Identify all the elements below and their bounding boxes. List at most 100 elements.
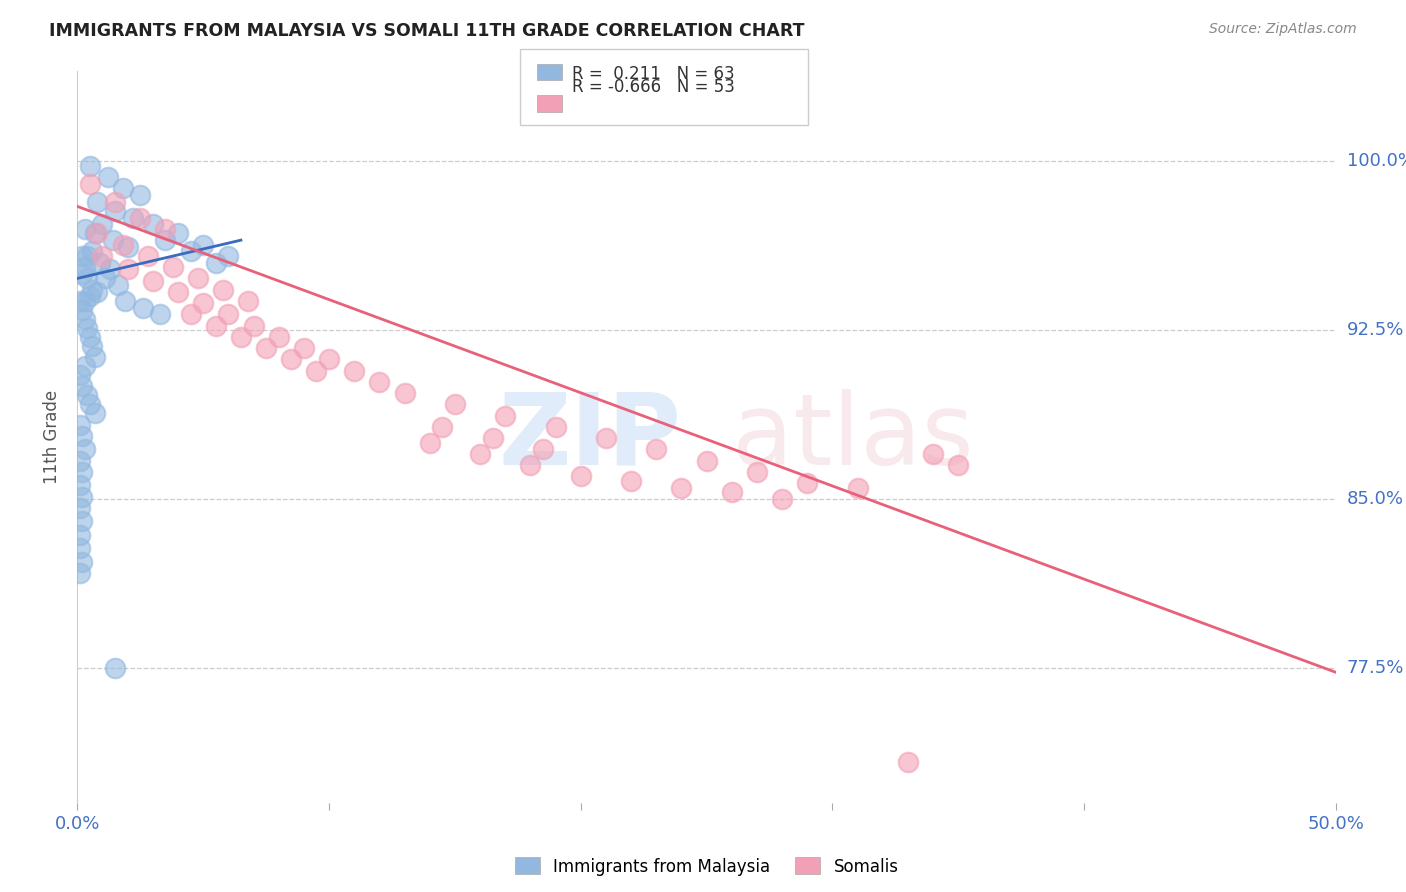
Point — [76, 388, 98, 402]
Point — [770, 491, 793, 506]
Point — [89, 255, 111, 269]
Point — [292, 341, 315, 355]
Text: R =  0.211   N = 63: R = 0.211 N = 63 — [572, 65, 735, 83]
Point — [745, 465, 768, 479]
Point — [69, 500, 91, 515]
Point — [69, 566, 91, 581]
Point — [645, 442, 668, 457]
Point — [796, 476, 818, 491]
Point — [72, 515, 94, 529]
Point — [69, 478, 91, 492]
Text: R = -0.666   N = 53: R = -0.666 N = 53 — [572, 78, 735, 96]
Point — [136, 249, 159, 263]
Point — [444, 397, 467, 411]
Point — [149, 307, 172, 321]
Point — [79, 159, 101, 173]
Point — [79, 330, 101, 344]
Point — [531, 442, 554, 457]
Point — [73, 260, 96, 275]
Point — [468, 447, 491, 461]
Point — [79, 289, 101, 303]
Point — [86, 285, 108, 299]
Point — [671, 481, 693, 495]
Point — [111, 237, 134, 252]
Point — [72, 267, 94, 281]
Point — [98, 262, 121, 277]
Point — [84, 407, 107, 421]
Point — [86, 194, 108, 209]
Point — [238, 293, 260, 308]
Point — [595, 431, 617, 445]
Point — [494, 409, 516, 423]
Point — [368, 375, 391, 389]
Text: 92.5%: 92.5% — [1347, 321, 1405, 339]
Point — [72, 465, 94, 479]
Point — [922, 447, 945, 461]
Text: 77.5%: 77.5% — [1347, 659, 1405, 677]
Point — [129, 188, 152, 202]
Point — [254, 341, 277, 355]
Point — [72, 379, 94, 393]
Point — [544, 420, 567, 434]
Legend: Immigrants from Malaysia, Somalis: Immigrants from Malaysia, Somalis — [508, 851, 905, 882]
Point — [72, 302, 94, 317]
Point — [280, 352, 302, 367]
Point — [212, 283, 235, 297]
Point — [696, 453, 718, 467]
Point — [104, 661, 127, 675]
Point — [242, 318, 264, 333]
Point — [73, 293, 96, 308]
Point — [129, 211, 152, 225]
Point — [419, 435, 441, 450]
Point — [305, 364, 328, 378]
Point — [91, 249, 114, 263]
Point — [94, 271, 117, 285]
Point — [96, 170, 118, 185]
Text: ZIP: ZIP — [499, 389, 682, 485]
Point — [84, 350, 107, 364]
Point — [111, 181, 134, 195]
Point — [79, 177, 101, 191]
Point — [180, 244, 202, 259]
Point — [432, 420, 454, 434]
Point — [318, 352, 340, 367]
Point — [117, 240, 139, 254]
Point — [73, 359, 96, 374]
Point — [69, 528, 91, 542]
Point — [73, 442, 96, 457]
Point — [84, 227, 107, 241]
Point — [76, 271, 98, 285]
Point — [114, 293, 136, 308]
Text: Source: ZipAtlas.com: Source: ZipAtlas.com — [1209, 22, 1357, 37]
Point — [69, 368, 91, 383]
Point — [76, 321, 98, 335]
Point — [69, 293, 91, 308]
Point — [846, 481, 869, 495]
Point — [121, 211, 143, 225]
Point — [82, 244, 104, 259]
Point — [132, 301, 155, 315]
Point — [104, 194, 127, 209]
Point — [79, 397, 101, 411]
Point — [155, 233, 177, 247]
Point — [569, 469, 592, 483]
Point — [343, 364, 366, 378]
Point — [217, 249, 239, 263]
Point — [897, 756, 920, 770]
Point — [104, 203, 127, 218]
Point — [191, 237, 215, 252]
Point — [86, 227, 108, 241]
Text: IMMIGRANTS FROM MALAYSIA VS SOMALI 11TH GRADE CORRELATION CHART: IMMIGRANTS FROM MALAYSIA VS SOMALI 11TH … — [49, 22, 804, 40]
Point — [191, 296, 215, 310]
Text: atlas: atlas — [731, 389, 973, 485]
Point — [155, 222, 177, 236]
Point — [217, 307, 239, 321]
Point — [394, 386, 416, 401]
Text: 85.0%: 85.0% — [1347, 490, 1403, 508]
Point — [69, 453, 91, 467]
Point — [162, 260, 184, 275]
Point — [620, 474, 643, 488]
Point — [101, 233, 124, 247]
Point — [720, 485, 742, 500]
Point — [117, 262, 139, 277]
